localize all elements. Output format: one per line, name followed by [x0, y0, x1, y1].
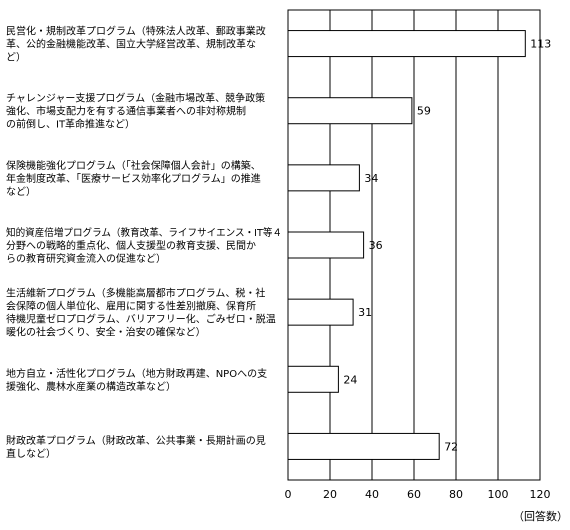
category-label-line: の前倒し、IT革命推進など）	[6, 118, 135, 131]
bar	[287, 432, 440, 460]
category-label-line: 地方自立・活性化プログラム（地方財政再建、NPOへの支	[6, 367, 267, 380]
bars: 113 59 34 36 31 24 72	[287, 30, 551, 460]
unit-label: （回答数）	[513, 509, 568, 523]
category-label-line: 財政改革プログラム（財政改革、公共事業・長期計画の見	[6, 434, 266, 447]
category-label-line: 年金制度改革、「医療サービス効率化プログラム」の推進	[6, 172, 261, 185]
category-label-line: 会保障の個人単位化、雇用に関する性差別撤廃、保育所	[6, 300, 256, 313]
data-label: 31	[358, 306, 372, 319]
data-label: 113	[530, 38, 551, 51]
grid-lines	[287, 9, 541, 481]
category-label-line: ど）	[6, 52, 26, 64]
x-tick-label: 60	[407, 488, 421, 501]
category-label-line: 分野への戦略的重点化、個人支援型の教育支援、民間か	[6, 239, 256, 252]
x-tick-label: 20	[323, 488, 337, 501]
bar	[287, 30, 526, 58]
data-label: 34	[364, 172, 378, 185]
category-label-line: チャレンジャー支援プログラム（金融市場改革、競争政策	[6, 92, 265, 105]
category-label-line: 直しなど）	[6, 447, 56, 460]
bar	[287, 164, 360, 192]
category-label-line: 生活維新プログラム（多機能高層都市プログラム、税・社	[6, 287, 265, 300]
category-label-line: 保険機能強化プログラム（「社会保障個人会計」の構築、	[6, 159, 261, 172]
category-label-line: らの教育研究資金流入の促進など）	[6, 252, 166, 265]
x-tick-label: 120	[530, 488, 551, 501]
x-tick-label: 80	[449, 488, 463, 501]
bar	[287, 298, 354, 326]
data-label: 24	[343, 373, 357, 386]
category-label-line: 暖化の社会づくり、安全・治安の確保など）	[6, 326, 206, 339]
category-label-line: 待機児童ゼロプログラム、バリアフリー化、ごみゼロ・脱温	[6, 313, 276, 326]
category-label-line: 援強化、農林水産業の構造改革など）	[6, 380, 176, 393]
category-label-line: 民営化・規制改革プログラム（特殊法人改革、郵政事業改	[6, 25, 266, 38]
x-axis-ticks: 0 20 40 60 80 100 120	[285, 488, 551, 501]
category-label-line: など）	[6, 186, 36, 198]
x-tick-label: 100	[488, 488, 509, 501]
x-tick-label: 0	[285, 488, 292, 501]
bar	[287, 365, 339, 393]
data-label: 72	[444, 440, 458, 453]
category-labels: 民営化・規制改革プログラム（特殊法人改革、郵政事業改革、公的金融機能改革、国立大…	[6, 25, 282, 460]
data-label: 59	[417, 105, 431, 118]
bar	[287, 231, 365, 259]
bar	[287, 97, 413, 125]
category-label-line: 強化、市場支配力を有する通信事業者への非対称規制	[6, 105, 246, 118]
category-label-line: 革、公的金融機能改革、国立大学経営改革、規制改革な	[6, 38, 256, 51]
data-label: 36	[369, 239, 383, 252]
x-tick-label: 40	[365, 488, 379, 501]
category-label-line: 知的資産倍増プログラム（教育改革、ライフサイエンス・IT等４	[6, 226, 282, 239]
